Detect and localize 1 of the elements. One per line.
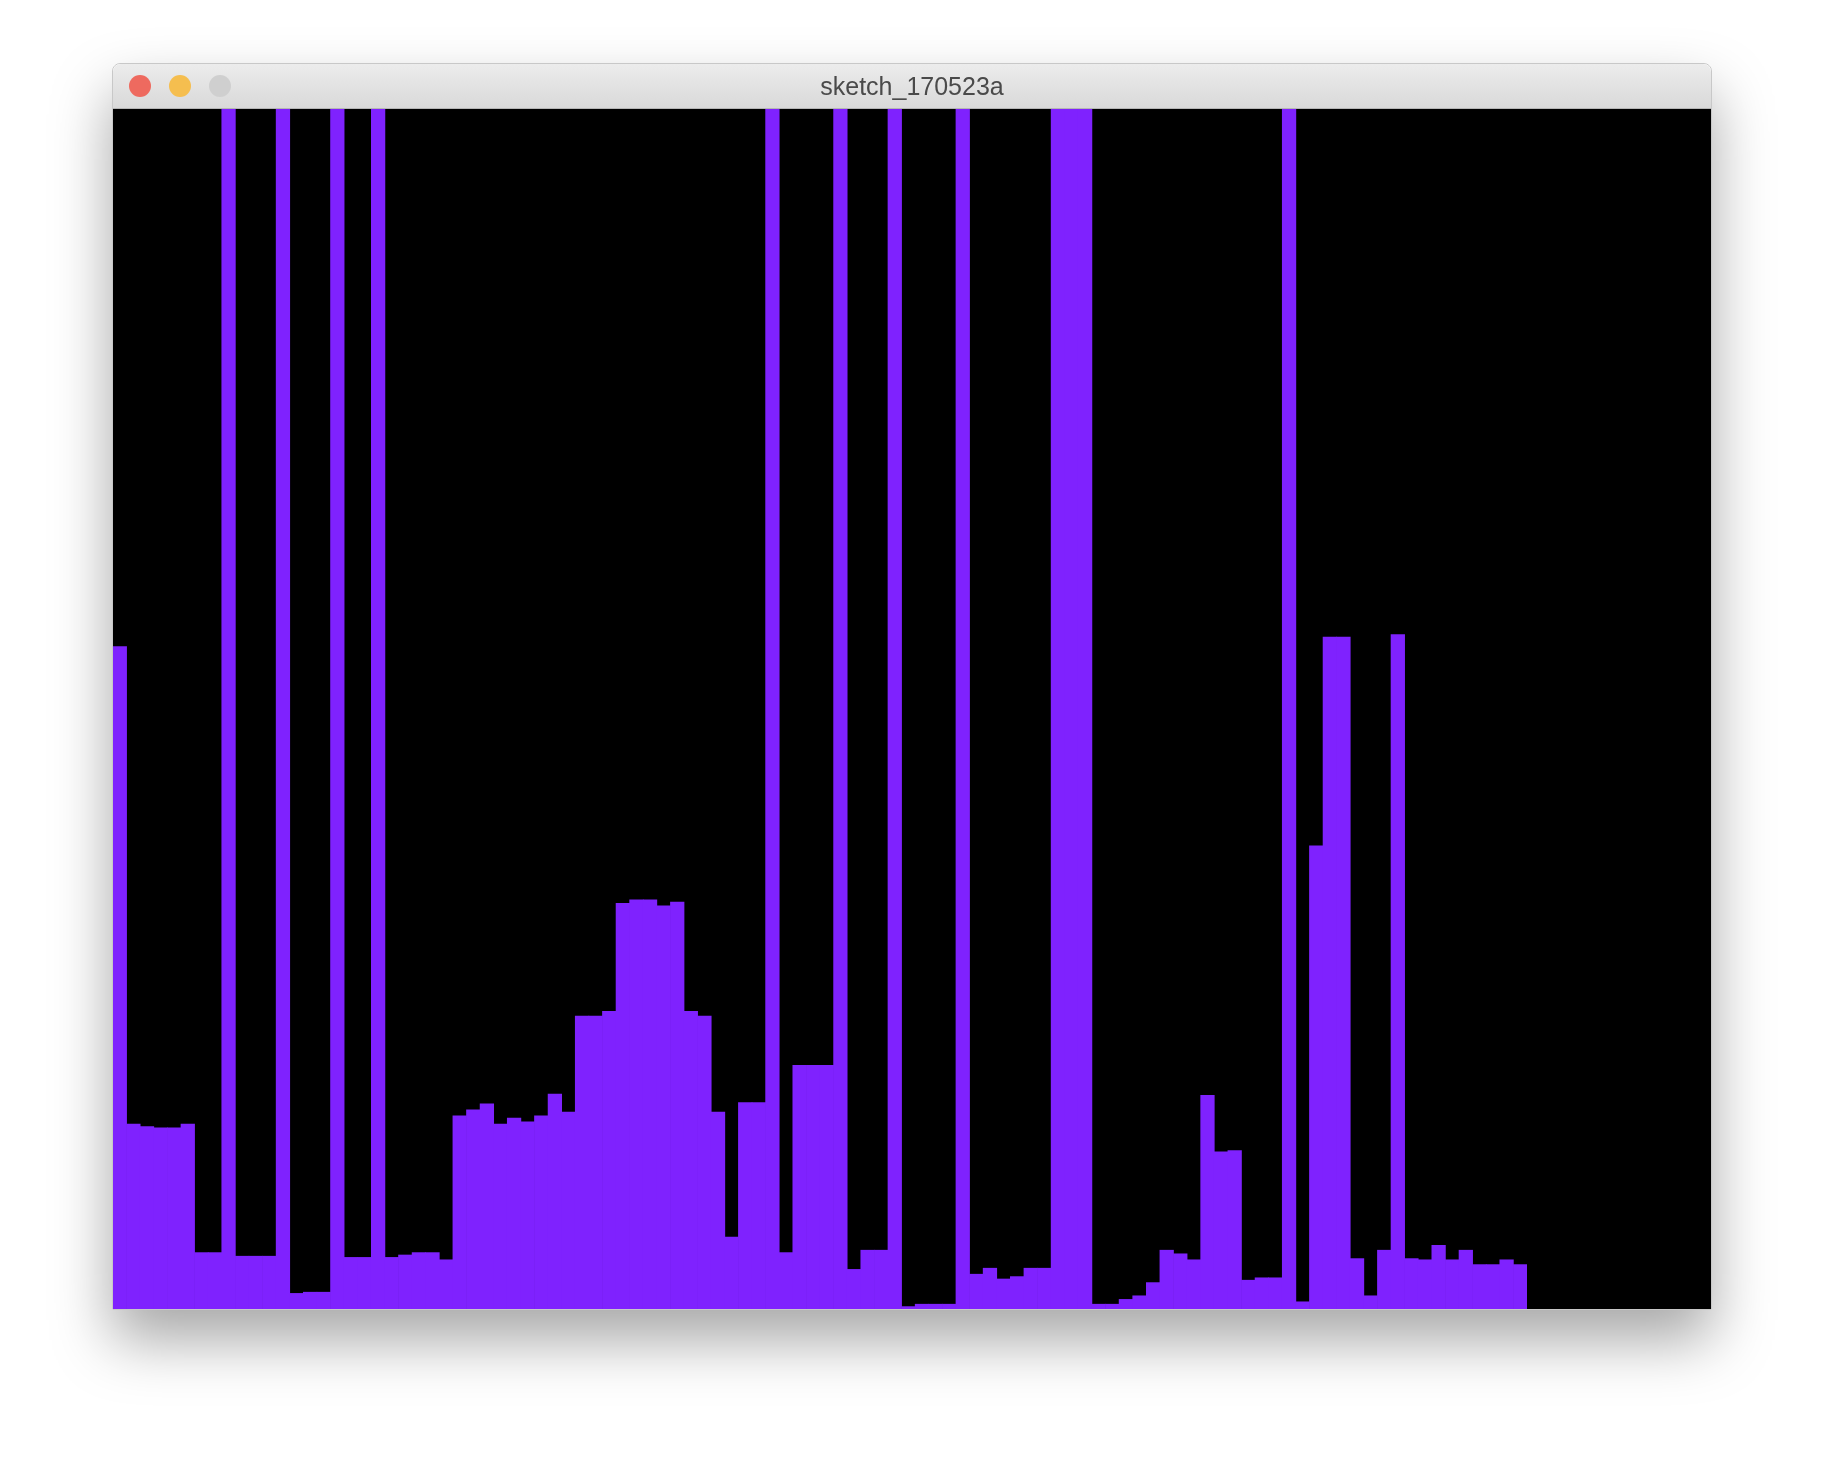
chart-title: sketch_170523a bbox=[113, 64, 1711, 108]
